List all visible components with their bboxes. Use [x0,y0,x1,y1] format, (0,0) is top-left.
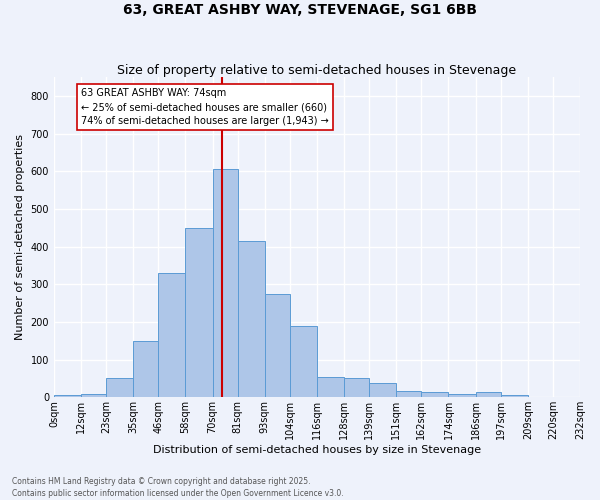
Bar [344,378,369,398]
Bar [158,273,185,398]
Bar [369,383,397,398]
Title: Size of property relative to semi-detached houses in Stevenage: Size of property relative to semi-detach… [118,64,517,77]
Text: 63, GREAT ASHBY WAY, STEVENAGE, SG1 6BB: 63, GREAT ASHBY WAY, STEVENAGE, SG1 6BB [123,2,477,16]
Bar [238,241,265,398]
Bar [81,394,106,398]
Bar [500,396,528,398]
Bar [265,294,290,398]
Bar [448,394,476,398]
Bar [185,228,212,398]
Bar [290,326,317,398]
Bar [476,392,500,398]
Bar [133,341,158,398]
Text: 63 GREAT ASHBY WAY: 74sqm
← 25% of semi-detached houses are smaller (660)
74% of: 63 GREAT ASHBY WAY: 74sqm ← 25% of semi-… [81,88,329,126]
Bar [106,378,133,398]
Bar [212,170,238,398]
Text: Contains HM Land Registry data © Crown copyright and database right 2025.
Contai: Contains HM Land Registry data © Crown c… [12,476,344,498]
Bar [54,396,81,398]
X-axis label: Distribution of semi-detached houses by size in Stevenage: Distribution of semi-detached houses by … [153,445,481,455]
Y-axis label: Number of semi-detached properties: Number of semi-detached properties [15,134,25,340]
Bar [397,390,421,398]
Bar [317,376,344,398]
Bar [421,392,448,398]
